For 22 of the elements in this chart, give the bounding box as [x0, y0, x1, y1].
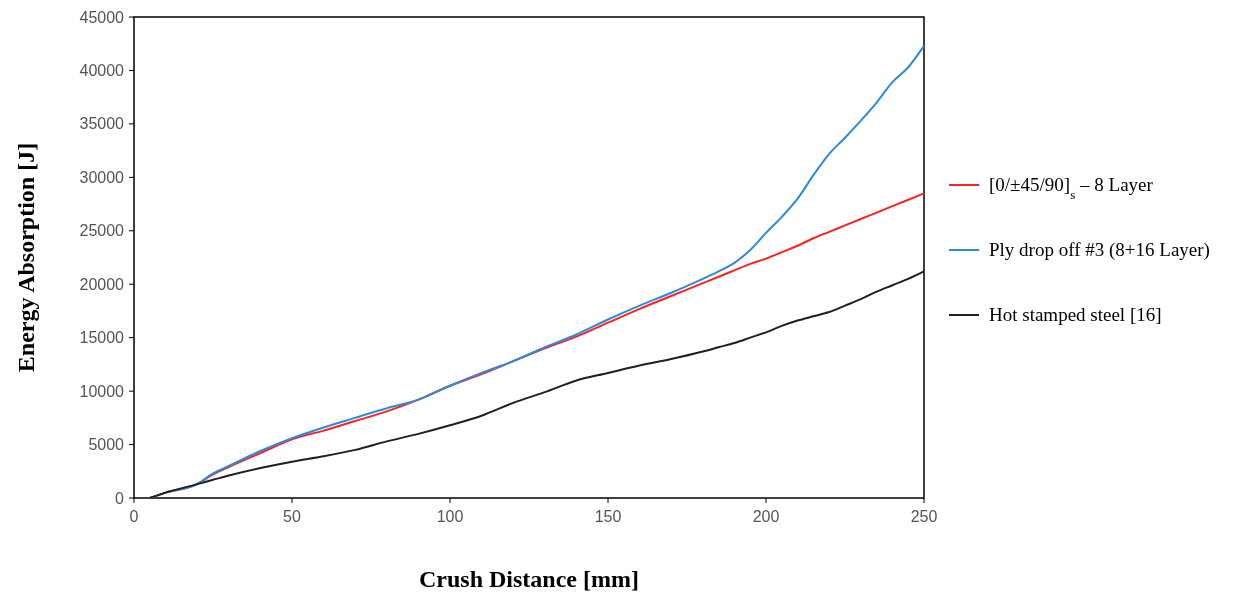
- x-tick-label: 250: [910, 508, 938, 525]
- x-tick-label: 150: [594, 508, 622, 525]
- legend-label: Hot stamped steel [16]: [989, 304, 1162, 325]
- x-axis-title: Crush Distance [mm]: [419, 566, 639, 592]
- x-tick-label: 0: [129, 508, 139, 525]
- y-tick-label: 15000: [79, 329, 125, 347]
- x-tick-label: 100: [436, 508, 464, 525]
- legend-label: [0/±45/90]$_{s}$ – 8 Layer: [989, 174, 1154, 202]
- y-tick-label: 10000: [79, 382, 125, 400]
- y-tick-label: 45000: [79, 8, 125, 26]
- y-tick-label: 35000: [79, 115, 125, 133]
- x-tick-label: 50: [283, 508, 301, 525]
- y-axis-title: Energy Absorption [J]: [13, 142, 39, 373]
- y-tick-label: 40000: [79, 62, 125, 80]
- y-tick-label: 25000: [79, 222, 125, 240]
- legend-label: Ply drop off #3 (8+16 Layer): [989, 239, 1210, 261]
- y-tick-label: 20000: [79, 275, 125, 293]
- x-tick-label: 200: [752, 508, 780, 525]
- y-tick-label: 5000: [88, 436, 125, 454]
- line-series: [148, 270, 925, 499]
- y-tick-label: 30000: [79, 168, 125, 186]
- y-tick-label: 0: [115, 489, 125, 507]
